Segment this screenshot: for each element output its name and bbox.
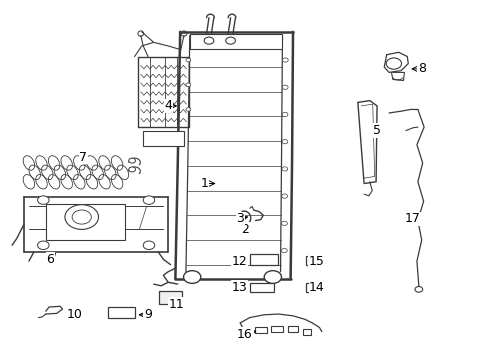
Circle shape [282,58,288,62]
Text: 1: 1 [200,177,208,190]
Bar [159,291,182,304]
Circle shape [184,271,201,283]
Bar [250,283,274,292]
Circle shape [186,83,191,86]
Text: 16: 16 [237,328,253,341]
Text: 14: 14 [309,281,325,294]
Text: 5: 5 [373,124,381,137]
Text: 17: 17 [404,212,420,225]
Circle shape [282,140,288,144]
Circle shape [38,196,49,204]
Circle shape [186,108,191,111]
Circle shape [129,167,136,172]
Circle shape [226,37,235,44]
Circle shape [282,112,288,117]
Text: 12: 12 [231,255,247,267]
Text: 3: 3 [236,212,244,225]
Circle shape [281,248,287,253]
Circle shape [282,221,288,225]
Text: 10: 10 [67,308,82,321]
Circle shape [143,196,155,204]
Circle shape [386,58,401,69]
Circle shape [186,58,191,62]
Circle shape [65,205,98,229]
Circle shape [129,158,136,163]
Bar [288,326,298,332]
Circle shape [282,167,288,171]
Bar [46,204,125,240]
Polygon shape [358,100,377,184]
Text: 13: 13 [231,281,247,294]
Bar [255,327,267,333]
Bar [271,326,283,332]
Bar [108,307,135,318]
Bar [143,131,184,147]
Text: 7: 7 [79,150,87,163]
Text: 8: 8 [417,62,426,75]
Bar [250,254,278,265]
Circle shape [38,241,49,249]
Circle shape [204,37,214,44]
Text: 2: 2 [241,223,249,236]
Text: 6: 6 [47,253,54,266]
Text: 9: 9 [144,308,152,321]
Text: 15: 15 [309,255,325,267]
Text: 11: 11 [169,298,185,311]
Circle shape [72,210,91,224]
Circle shape [415,287,423,292]
Circle shape [264,271,281,283]
Bar [303,329,311,334]
Circle shape [143,241,155,249]
Bar [190,33,282,49]
Text: 4: 4 [164,99,172,112]
Circle shape [282,85,288,89]
Bar [306,283,321,292]
Circle shape [282,194,288,198]
Bar [306,256,322,265]
